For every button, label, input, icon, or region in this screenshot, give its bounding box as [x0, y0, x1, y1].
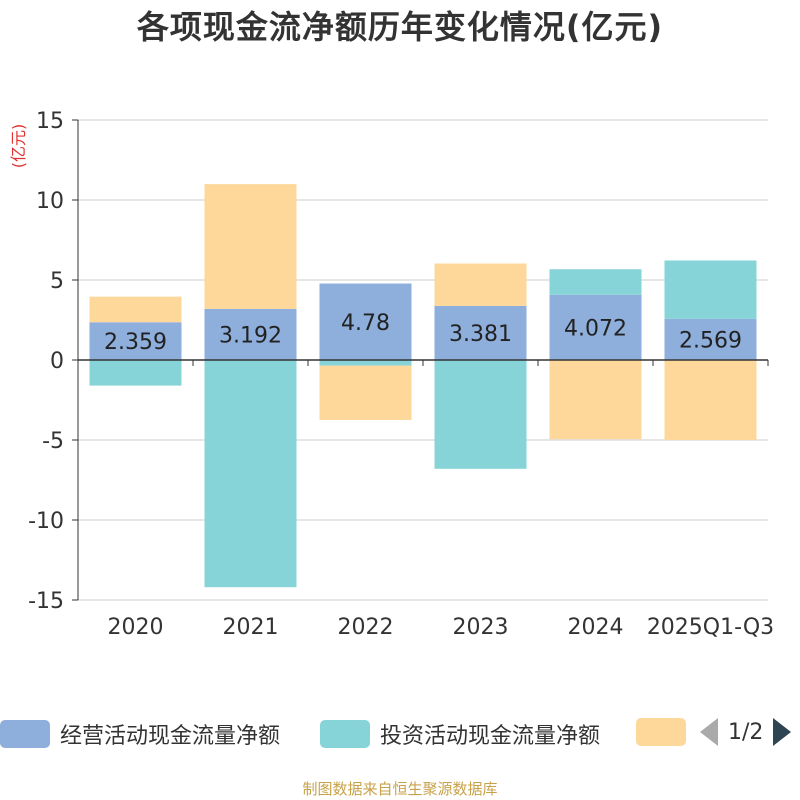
data-label-2023: 3.381	[449, 322, 512, 347]
y-tick-label: -5	[42, 429, 64, 454]
bar-investing-2025Q1-Q3	[664, 260, 757, 319]
legend-swatch-financing	[636, 718, 686, 746]
bar-operating-2021	[204, 308, 297, 360]
legend-pager: 1/2	[700, 718, 792, 746]
cash-flow-chart: 15 10 5 0 -5 -10 -15 (亿元) 2.359 3.192 4.78 3.381 4.0…	[9, 109, 774, 640]
legend: 经营活动现金流量净额 投资活动现金流量净额 1/2	[0, 714, 800, 754]
data-label-2024: 4.072	[564, 316, 627, 341]
bar-financing-2025Q1-Q3	[664, 360, 757, 440]
x-tick-label: 2022	[338, 615, 394, 640]
legend-item-financing[interactable]	[636, 718, 696, 746]
y-tick-label: 0	[50, 349, 64, 374]
pager-next-icon[interactable]	[773, 718, 792, 746]
y-tick-label: 10	[36, 189, 64, 214]
y-tick-label: -10	[28, 509, 64, 534]
y-tick-label: -15	[28, 589, 64, 614]
pager-prev-icon[interactable]	[700, 718, 718, 746]
x-tick-label: 2025Q1-Q3	[647, 615, 774, 640]
bar-financing-2022	[319, 365, 412, 420]
bar-financing-2021	[204, 184, 297, 309]
legend-item-operating[interactable]: 经营活动现金流量净额	[0, 718, 280, 750]
bar-financing-2024	[549, 360, 642, 440]
bar-operating-2024	[549, 294, 642, 360]
bar-operating-2020	[89, 322, 182, 360]
bar-investing-2021	[204, 360, 297, 588]
data-label-2020: 2.359	[104, 330, 167, 355]
chart-title: 各项现金流净额历年变化情况(亿元)	[136, 8, 664, 46]
x-tick-label: 2021	[223, 615, 279, 640]
pager-text: 1/2	[728, 719, 764, 745]
bar-investing-2023	[434, 360, 527, 469]
legend-item-investing[interactable]: 投资活动现金流量净额	[320, 718, 600, 750]
bar-operating-2025Q1-Q3	[664, 318, 757, 360]
x-tick-label: 2020	[108, 615, 164, 640]
legend-swatch-operating	[0, 720, 50, 748]
legend-label-operating: 经营活动现金流量净额	[60, 724, 281, 749]
legend-label-investing: 投资活动现金流量净额	[380, 724, 601, 749]
source-footer: 制图数据来自恒生聚源数据库	[302, 780, 498, 798]
y-tick-label: 15	[36, 109, 64, 134]
bar-investing-2020	[89, 360, 182, 386]
x-tick-label: 2023	[453, 615, 509, 640]
y-tick-label: 5	[50, 269, 64, 294]
data-label-2021: 3.192	[219, 323, 282, 348]
data-label-2025Q1-Q3: 2.569	[679, 328, 742, 353]
data-label-2022: 4.78	[341, 311, 390, 336]
bar-operating-2022	[319, 283, 412, 360]
bar-financing-2023	[434, 263, 527, 306]
bar-investing-2024	[549, 269, 642, 295]
legend-swatch-investing	[320, 720, 370, 748]
bar-operating-2023	[434, 305, 527, 360]
y-axis-label: (亿元)	[9, 124, 28, 169]
bar-financing-2020	[89, 296, 182, 323]
bar-investing-2022	[319, 360, 412, 366]
x-tick-label: 2024	[568, 615, 624, 640]
